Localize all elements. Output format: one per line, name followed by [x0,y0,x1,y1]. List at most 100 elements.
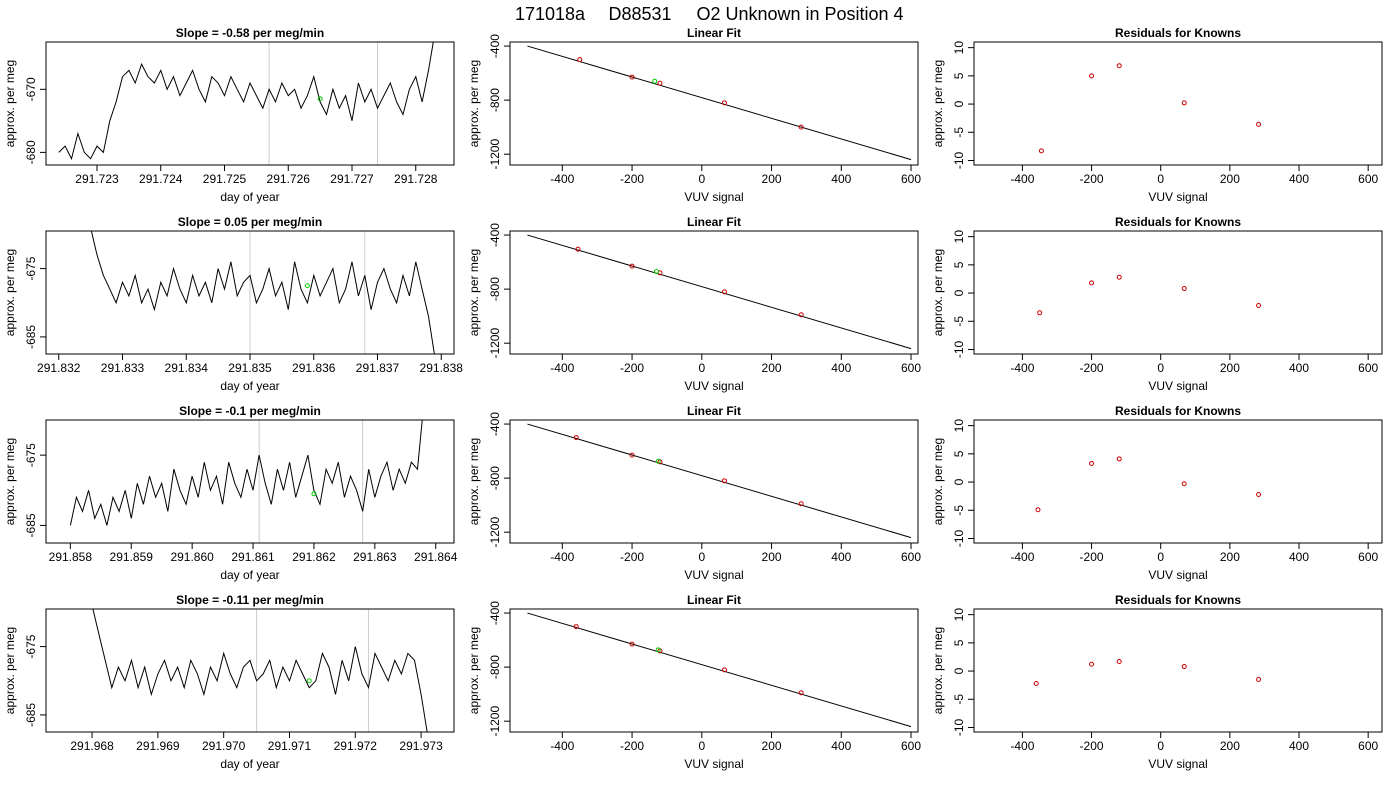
x-tick-label: 400 [831,361,851,375]
y-axis-label: approx. per meg [3,249,17,336]
y-tick-label: -10 [952,529,966,547]
chart-title: Linear Fit [687,593,741,607]
plot-frame [45,41,455,166]
y-axis-label: approx. per meg [931,60,945,147]
known-point [1256,302,1262,308]
x-tick-label: 291.837 [356,361,400,375]
y-tick-label: -10 [952,718,966,736]
y-axis-label: approx. per meg [467,249,481,336]
y-tick-label: -800 [488,466,502,490]
y-tick-label: 5 [952,639,966,646]
y-tick-label: 10 [952,608,966,622]
x-tick-label: -400 [1010,550,1034,564]
x-tick-label: 291.728 [394,172,438,186]
series-line [69,420,423,526]
plot-frame [973,419,1383,544]
x-tick-label: 0 [1157,172,1164,186]
x-tick-label: -200 [1080,739,1104,753]
fit-line [527,423,912,539]
x-tick-label: 200 [1220,172,1240,186]
x-tick-label: 0 [698,550,705,564]
x-tick-label: 0 [698,739,705,753]
x-axis-label: VUV signal [684,190,743,204]
x-tick-label: 600 [1358,361,1378,375]
x-tick-label: 200 [1220,550,1240,564]
fit-line [527,612,912,728]
known-point [1116,274,1122,280]
chart-panel-r3c1: Slope = -0.1 per meg/min day of year appro… [3,404,458,582]
known-point [798,690,804,696]
x-tick-label: 291.858 [49,550,93,564]
chart-title: Residuals for Knowns [1115,404,1241,418]
chart-panel-r3c3: Residuals for Knowns VUV signal approx. pe… [931,404,1383,582]
x-tick-label: 291.833 [101,361,145,375]
x-tick-label: 200 [762,739,782,753]
x-axis-label: VUV signal [1148,757,1207,771]
x-tick-label: -400 [1010,361,1034,375]
x-tick-label: 291.968 [70,739,114,753]
chart-title: Slope = -0.1 per meg/min [179,404,321,418]
known-point [629,452,635,458]
known-point [1037,310,1043,316]
y-axis-label: approx. per meg [3,60,17,147]
known-point [1181,664,1187,670]
known-point [798,501,804,507]
x-tick-label: 291.724 [139,172,183,186]
chart-panel-r4c1: Slope = -0.11 per meg/min day of year appr… [3,593,455,771]
unknown-point [655,647,661,653]
x-tick-label: 600 [901,550,921,564]
x-axis-label: VUV signal [684,568,743,582]
known-point [1256,677,1262,683]
known-point [1181,286,1187,292]
y-tick-label: -800 [488,277,502,301]
y-tick-label: -675 [24,443,38,467]
y-tick-label: -800 [488,88,502,112]
x-tick-label: 291.861 [231,550,275,564]
unknown-marker [306,678,312,684]
y-tick-label: -5 [952,127,966,138]
unknown-point [655,458,661,464]
plot-area [1033,658,1262,686]
x-tick-label: 291.723 [75,172,119,186]
x-axis-label: VUV signal [1148,190,1207,204]
unknown-point [653,269,659,275]
x-tick-label: 0 [1157,739,1164,753]
y-axis-label: approx. per meg [467,627,481,714]
unknown-point [652,78,658,84]
series-line [58,42,434,161]
y-tick-label: -1200 [488,139,502,170]
known-point [1089,73,1095,79]
known-point [1256,121,1262,127]
y-tick-label: 10 [952,41,966,55]
figure-title-position: O2 Unknown in Position 4 [696,4,903,24]
x-tick-label: -400 [1010,739,1034,753]
x-tick-label: 200 [1220,361,1240,375]
x-tick-label: 600 [901,361,921,375]
y-tick-label: -5 [952,694,966,705]
x-tick-label: -200 [1080,172,1104,186]
x-axis-label: day of year [220,190,279,204]
x-axis-label: day of year [220,379,279,393]
x-tick-label: 291.836 [292,361,336,375]
chart-title: Slope = 0.05 per meg/min [178,215,322,229]
x-tick-label: 200 [1220,739,1240,753]
unknown-marker [317,96,323,102]
y-tick-label: -400 [488,223,502,247]
known-point [629,263,635,269]
known-point [721,667,727,673]
plot-area [69,420,423,543]
x-axis-label: day of year [220,757,279,771]
plot-frame [45,419,455,544]
x-axis-label: VUV signal [1148,568,1207,582]
x-tick-label: 200 [762,361,782,375]
x-tick-label: 0 [1157,550,1164,564]
y-tick-label: -675 [24,634,38,658]
chart-title: Residuals for Knowns [1115,215,1241,229]
x-tick-label: -400 [550,739,574,753]
plot-area [1038,63,1262,154]
figure-title: 171018a D88531 O2 Unknown in Position 4 [515,4,904,24]
plot-area [1035,456,1262,513]
y-axis-label: approx. per meg [931,249,945,336]
y-tick-label: -400 [488,601,502,625]
x-tick-label: 400 [1289,550,1309,564]
